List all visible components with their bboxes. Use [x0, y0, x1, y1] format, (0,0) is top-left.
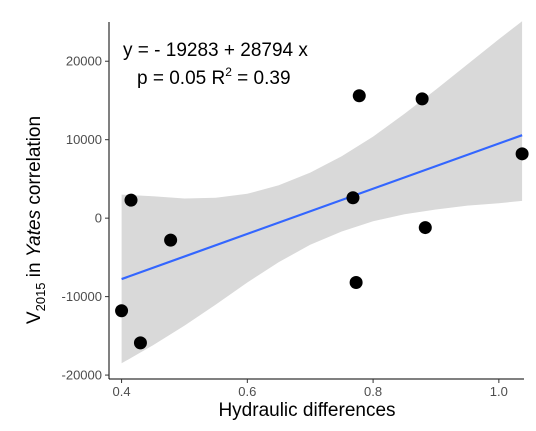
data-point-2: [124, 193, 138, 207]
x-tick-label: 0.6: [238, 384, 256, 399]
r-value-text: = 0.39: [232, 68, 291, 89]
y-tick-label: 0: [95, 211, 102, 226]
r-superscript-text: 2: [225, 65, 232, 79]
data-point-3: [133, 336, 147, 350]
data-point-9: [418, 221, 432, 235]
points-layer: [115, 89, 529, 350]
data-point-4: [164, 233, 178, 247]
confidence-band: [121, 21, 523, 364]
stats-annotation: p = 0.05 R2 = 0.39: [137, 65, 291, 89]
x-axis-title: Hydraulic differences: [218, 400, 395, 421]
y-axis-title-post: correlation: [24, 116, 45, 210]
y-tick-label: 20000: [66, 54, 102, 69]
y-tick-label: 10000: [66, 132, 102, 147]
y-axis-title-subscript: 2015: [33, 282, 48, 311]
data-point-6: [349, 275, 363, 289]
x-tick-label: 0.4: [113, 384, 131, 399]
x-tick-label: 0.8: [364, 384, 382, 399]
p-value-text: p = 0.05: [137, 68, 211, 89]
y-axis-title-pre: in: [24, 257, 45, 282]
confidence-band-layer: [121, 21, 523, 364]
data-point-10: [515, 147, 529, 161]
x-tick-label: 1.0: [490, 384, 508, 399]
data-point-1: [115, 304, 129, 318]
r-label-text: R: [211, 68, 225, 89]
y-axis-title-base: V: [24, 311, 45, 324]
y-axis-title: V2015 in Yates correlation: [24, 116, 48, 324]
y-tick-label: -10000: [62, 289, 102, 304]
data-point-5: [346, 191, 360, 205]
equation-annotation: y = - 19283 + 28794 x: [123, 40, 308, 61]
axes-layer: -20000 -10000 0 10000 20000 0.4 0.6 0.8 1.0: [62, 22, 524, 399]
fit-line-layer: [121, 134, 523, 281]
data-point-7: [352, 89, 366, 103]
y-tick-label: -20000: [62, 368, 102, 383]
data-point-8: [415, 92, 429, 106]
regression-line: [121, 134, 523, 281]
y-axis-title-italic: Yates: [24, 209, 45, 257]
